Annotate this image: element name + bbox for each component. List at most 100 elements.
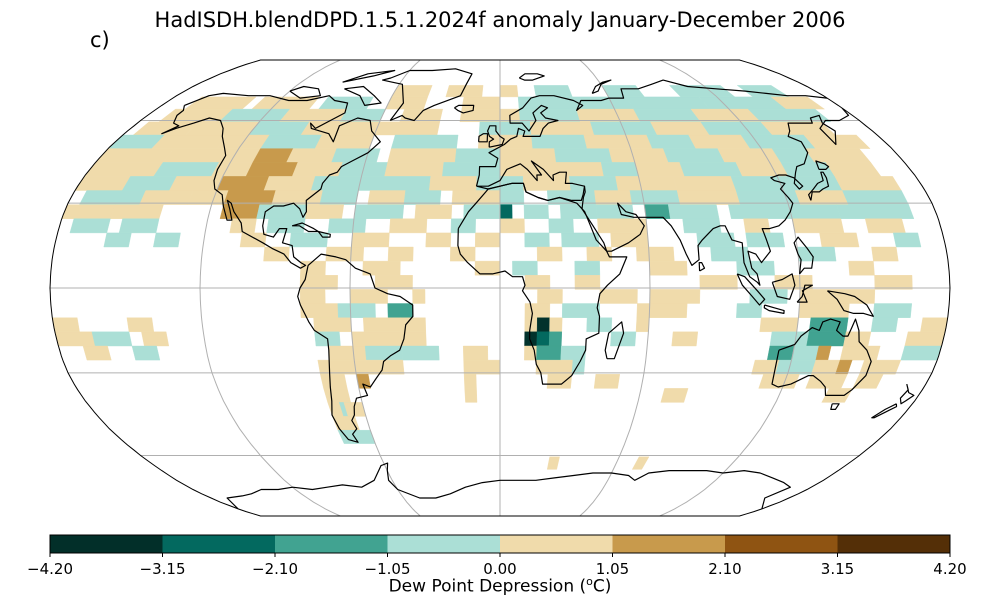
- graticule-meridian: [659, 60, 801, 516]
- colorbar-tick-label: 2.10: [708, 560, 742, 578]
- colorbar-segment: [837, 535, 950, 553]
- colorbar-segment: [275, 535, 388, 553]
- coastline: [736, 273, 766, 306]
- colorbar-label: Dew Point Depression (oC): [0, 575, 1000, 597]
- coastline: [871, 403, 898, 419]
- anomaly-cell: [852, 374, 884, 389]
- colorbar-label-prefix: Dew Point Depression (: [388, 576, 587, 597]
- anomaly-grid: [52, 85, 948, 470]
- graticule-meridian: [579, 60, 651, 516]
- anomaly-cell: [103, 232, 132, 248]
- coastline: [830, 403, 840, 410]
- coastline: [342, 69, 396, 83]
- anomaly-cell: [412, 289, 426, 304]
- anomaly-cell: [536, 246, 563, 262]
- colorbar-label-suffix: C): [592, 576, 612, 597]
- colorbar-segment: [725, 535, 838, 553]
- graticule-meridian: [349, 60, 421, 516]
- coastline: [763, 304, 785, 314]
- anomaly-cell: [401, 345, 440, 361]
- anomaly-cell: [574, 275, 601, 290]
- coastline: [289, 85, 321, 99]
- coastline: [793, 236, 814, 275]
- anomaly-cell: [523, 204, 549, 219]
- figure-title: HadISDH.blendDPD.1.5.1.2024f anomaly Jan…: [154, 8, 846, 32]
- colorbar-segment: [162, 535, 275, 553]
- anomaly-cell: [660, 388, 689, 403]
- anomaly-cell: [736, 303, 763, 318]
- anomaly-cell: [239, 232, 267, 248]
- coastline: [771, 273, 796, 300]
- anomaly-cell: [892, 232, 922, 248]
- coastlines: [161, 68, 915, 510]
- anomaly-cell: [610, 331, 637, 347]
- anomaly-cell: [871, 246, 899, 262]
- colorbar-segment: [612, 535, 725, 553]
- panel-label: c): [90, 28, 110, 52]
- colorbar-frame: [49, 534, 951, 554]
- coastline: [487, 125, 505, 148]
- coastline: [591, 79, 612, 94]
- anomaly-cell: [870, 317, 899, 332]
- map-outline: [49, 59, 951, 517]
- anomaly-cell: [874, 275, 913, 290]
- colorbar-segment: [387, 535, 500, 553]
- anomaly-cell: [141, 331, 170, 347]
- colorbar-segment: [50, 535, 163, 553]
- coastline: [478, 133, 489, 143]
- colorbar-tick-label: −1.05: [364, 560, 411, 578]
- coastline: [604, 321, 625, 360]
- colorbar-tick-label: 0.00: [483, 560, 517, 578]
- graticule-meridian: [199, 60, 341, 516]
- colorbar-tick-label: 3.15: [820, 560, 855, 578]
- coastline: [457, 182, 628, 385]
- coastline: [518, 73, 545, 81]
- coastline: [808, 171, 830, 201]
- coastline: [344, 85, 382, 106]
- anomaly-cell: [374, 275, 413, 290]
- anomaly-cell: [425, 232, 452, 248]
- anomaly-cell: [153, 232, 181, 248]
- coastline: [698, 262, 706, 272]
- colorbar-label-degree: o: [586, 575, 593, 588]
- coastline: [815, 160, 830, 170]
- coastline: [796, 284, 813, 303]
- colorbar-tick-label: −3.15: [139, 560, 186, 578]
- anomaly-cell: [671, 331, 699, 347]
- anomaly-cell: [389, 218, 428, 234]
- coastline: [297, 253, 414, 443]
- coastline: [226, 462, 791, 510]
- coastline: [771, 318, 872, 396]
- anomaly-cell: [848, 260, 875, 276]
- coastline: [454, 104, 475, 114]
- colorbar-tick-label: −2.10: [252, 560, 298, 578]
- coastline: [827, 290, 874, 317]
- anomaly-cell: [464, 388, 478, 403]
- colorbar-segment: [500, 535, 613, 553]
- anomaly-cell: [118, 218, 160, 234]
- anomaly-cell: [745, 232, 786, 248]
- anomaly-cell: [82, 345, 112, 361]
- anomaly-cell: [546, 456, 560, 470]
- graticule: [50, 60, 950, 516]
- coastline: [899, 383, 915, 405]
- anomaly-cell: [593, 374, 621, 389]
- anomaly-cell: [819, 232, 860, 248]
- colorbar-tick-label: 4.20: [933, 560, 967, 578]
- anomaly-cell: [387, 246, 414, 262]
- coastline: [581, 107, 850, 286]
- anomaly-cell: [91, 331, 133, 347]
- anomaly-cell: [537, 289, 563, 304]
- colorbar-tick-label: −4.20: [27, 560, 73, 578]
- coastline: [161, 92, 381, 269]
- coastline: [382, 68, 473, 122]
- anomaly-cell: [414, 204, 453, 219]
- colorbar-tick-label: 1.05: [595, 560, 630, 578]
- anomaly-cell: [131, 345, 161, 361]
- anomaly-cell: [450, 218, 476, 234]
- anomaly-cell: [736, 260, 775, 276]
- coastline: [317, 230, 331, 238]
- anomaly-cell: [631, 456, 650, 470]
